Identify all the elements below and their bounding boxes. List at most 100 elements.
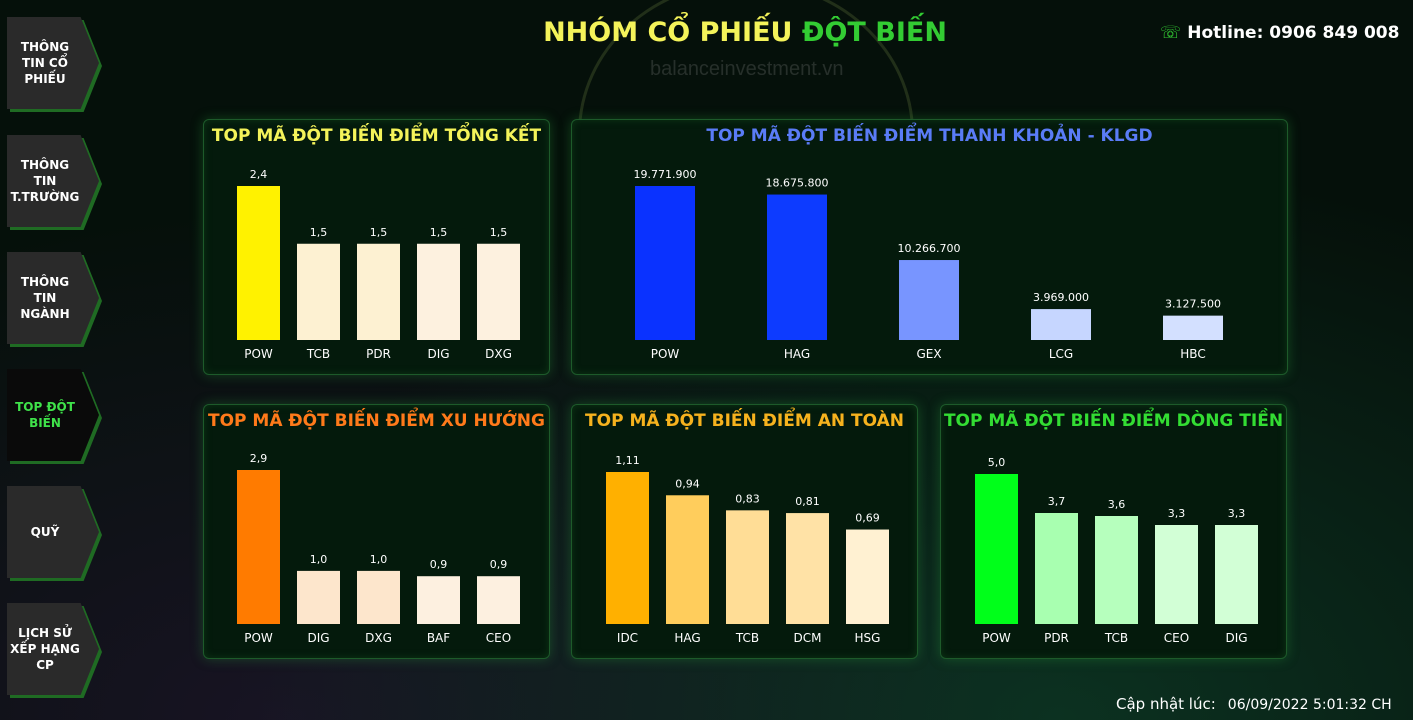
nav-label: LỊCH SỬ XẾP HẠNG CP <box>10 626 80 672</box>
nav-label: THÔNG TIN T.TRƯỜNG <box>10 158 80 204</box>
data-label: 1,11 <box>615 454 640 467</box>
updated-label: Cập nhật lúc: <box>1116 695 1216 713</box>
category-label: DXG <box>365 631 392 645</box>
bar-hag <box>767 194 827 340</box>
data-label: 1,5 <box>430 226 448 239</box>
data-label: 5,0 <box>988 456 1006 469</box>
category-label: POW <box>651 347 680 361</box>
nav-label: QUỸ <box>30 525 60 539</box>
data-label: 0,69 <box>855 512 880 525</box>
data-label: 2,4 <box>250 168 268 181</box>
bar-hbc <box>1163 315 1223 340</box>
chart-panel-an-toan: TOP MÃ ĐỘT BIẾN ĐIỂM AN TOÀN 1,11 IDC 0,94… <box>571 404 918 659</box>
phone-icon: ☏ <box>1160 23 1182 43</box>
chart-panel-dong-tien: TOP MÃ ĐỘT BIẾN ĐIỂM DÒNG TIỀN 5,0 POW 3,7… <box>940 404 1287 659</box>
nav-label: TOP ĐỘT BIẾN <box>15 400 75 430</box>
data-label: 1,0 <box>370 553 388 566</box>
bar-dig <box>297 570 340 624</box>
category-label: TCB <box>735 631 759 645</box>
category-label: PDR <box>366 347 391 361</box>
data-label: 19.771.900 <box>634 168 697 181</box>
bar-dxg <box>357 570 400 624</box>
chart-panel-tong-ket: TOP MÃ ĐỘT BIẾN ĐIỂM TỔNG KẾT 2,4 POW 1,5 T… <box>203 119 550 375</box>
data-label: 3,3 <box>1228 507 1246 520</box>
bar-hag <box>666 495 709 624</box>
nav-quy[interactable]: QUỸ <box>7 486 99 578</box>
bar-dxg <box>477 243 520 340</box>
bar-pdr <box>357 243 400 340</box>
bar-lcg <box>1031 309 1091 340</box>
bar-pdr <box>1035 513 1078 624</box>
data-label: 0,9 <box>490 558 508 571</box>
chart-svg: 2,4 POW 1,5 TCB 1,5 PDR 1,5 DIG 1,5 DXG <box>237 168 520 361</box>
updated-at: Cập nhật lúc: 06/09/2022 5:01:32 CH <box>1116 695 1392 713</box>
data-label: 1,5 <box>370 226 388 239</box>
bar-ceo <box>1155 525 1198 624</box>
category-label: DIG <box>1225 631 1247 645</box>
nav-thong-tin-co-phieu[interactable]: THÔNG TIN CỔ PHIẾU <box>7 17 99 109</box>
category-label: LCG <box>1049 347 1073 361</box>
data-label: 10.266.700 <box>898 242 961 255</box>
chart-title: TOP MÃ ĐỘT BIẾN ĐIỂM XU HƯỚNG <box>208 411 545 431</box>
category-label: BAF <box>427 631 450 645</box>
hotline-text: Hotline: 0906 849 008 <box>1187 23 1400 43</box>
page-title: NHÓM CỔ PHIẾU ĐỘT BIẾN <box>480 17 1010 48</box>
nav-top-dot-bien[interactable]: TOP ĐỘT BIẾN <box>7 369 99 461</box>
bar-dig <box>1215 525 1258 624</box>
chart-svg: 5,0 POW 3,7 PDR 3,6 TCB 3,3 CEO 3,3 DIG <box>975 456 1258 645</box>
chart-svg: 1,11 IDC 0,94 HAG 0,83 TCB 0,81 DCM 0,69 HSG <box>606 454 889 645</box>
category-label: TCB <box>1104 631 1128 645</box>
nav-label: THÔNG TIN NGÀNH <box>20 275 70 321</box>
data-label: 3,6 <box>1108 498 1126 511</box>
bar-idc <box>606 472 649 624</box>
category-label: GEX <box>916 347 941 361</box>
bar-pow <box>237 470 280 624</box>
category-label: DIG <box>307 631 329 645</box>
category-label: POW <box>982 631 1011 645</box>
category-label: HAG <box>784 347 810 361</box>
bar-tcb <box>726 510 769 624</box>
title-part-2: ĐỘT BIẾN <box>801 17 947 48</box>
title-part-1: NHÓM CỔ PHIẾU <box>543 17 793 48</box>
nav-label: THÔNG TIN CỔ PHIẾU <box>20 40 70 86</box>
watermark-text: balanceinvestment.vn <box>650 58 844 80</box>
data-label: 0,94 <box>675 477 700 490</box>
chart-title: TOP MÃ ĐỘT BIẾN ĐIỂM TỔNG KẾT <box>211 126 542 146</box>
category-label: DCM <box>794 631 822 645</box>
bar-baf <box>417 576 460 624</box>
data-label: 3,3 <box>1168 507 1186 520</box>
category-label: IDC <box>617 631 638 645</box>
chart-title: TOP MÃ ĐỘT BIẾN ĐIỂM DÒNG TIỀN <box>943 411 1284 431</box>
bar-dig <box>417 243 460 340</box>
chart-svg: 19.771.900 POW 18.675.800 HAG 10.266.700 GEX 3… <box>634 168 1223 361</box>
chart-svg: 2,9 POW 1,0 DIG 1,0 DXG 0,9 BAF 0,9 CEO <box>237 452 520 645</box>
category-label: HBC <box>1180 347 1205 361</box>
bar-hsg <box>846 529 889 624</box>
category-label: PDR <box>1044 631 1069 645</box>
data-label: 0,9 <box>430 558 448 571</box>
bar-pow <box>237 186 280 340</box>
category-label: CEO <box>486 631 511 645</box>
category-label: DIG <box>427 347 449 361</box>
nav-thong-tin-thi-truong[interactable]: THÔNG TIN T.TRƯỜNG <box>7 135 99 227</box>
nav-lich-su-xep-hang[interactable]: LỊCH SỬ XẾP HẠNG CP <box>7 603 99 695</box>
nav-thong-tin-nganh[interactable]: THÔNG TIN NGÀNH <box>7 252 99 344</box>
category-label: POW <box>244 631 273 645</box>
category-label: TCB <box>306 347 330 361</box>
data-label: 18.675.800 <box>766 177 829 190</box>
hotline[interactable]: ☏ Hotline: 0906 849 008 <box>1160 23 1399 43</box>
category-label: HAG <box>674 631 700 645</box>
data-label: 0,81 <box>795 495 820 508</box>
bar-tcb <box>1095 516 1138 624</box>
bar-pow <box>975 474 1018 624</box>
bar-pow <box>635 186 695 340</box>
bar-ceo <box>477 576 520 624</box>
bar-gex <box>899 260 959 340</box>
data-label: 0,83 <box>735 492 760 505</box>
data-label: 3.969.000 <box>1033 291 1089 304</box>
data-label: 1,5 <box>310 226 328 239</box>
data-label: 2,9 <box>250 452 268 465</box>
updated-value: 06/09/2022 5:01:32 CH <box>1227 697 1392 713</box>
category-label: HSG <box>855 631 881 645</box>
data-label: 3.127.500 <box>1165 298 1221 311</box>
